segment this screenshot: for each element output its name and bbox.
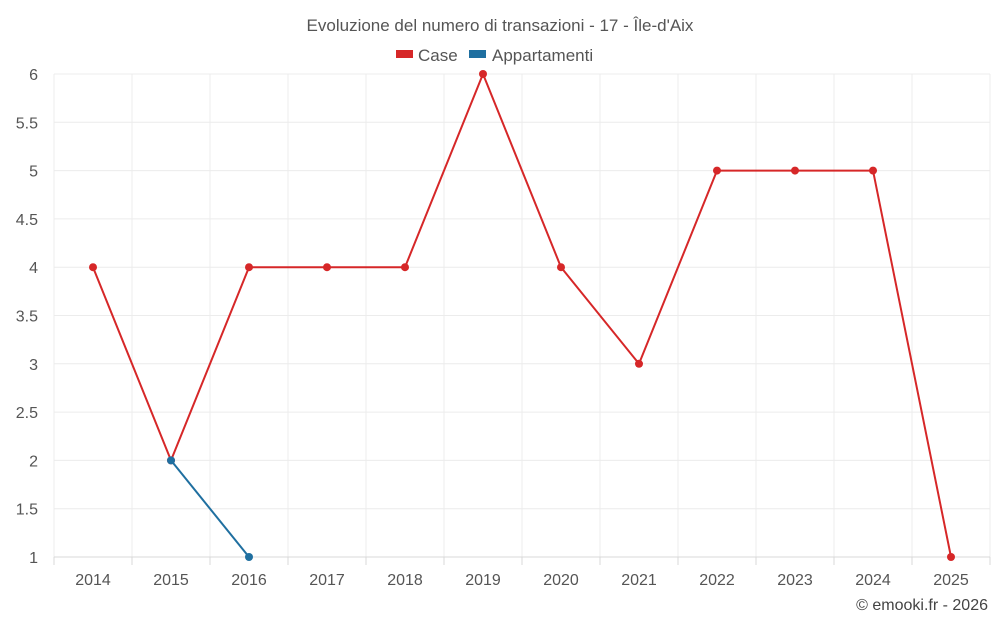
axes: 1 1.5 2 2.5 3 3.5 4 4.5 5 5.5 6 2014 2015 2016 2017 201… <box>16 67 991 589</box>
series-line-case <box>92 73 952 558</box>
gridlines <box>53 73 991 557</box>
data-point-case[interactable] <box>791 166 799 175</box>
series <box>89 70 955 561</box>
legend-label-appartamenti: Appartamenti <box>492 46 593 65</box>
y-tick-label: 3 <box>29 357 38 374</box>
x-tick-label: 2018 <box>387 572 423 589</box>
x-tick-label: 2015 <box>153 572 189 589</box>
x-tick-label: 2025 <box>933 572 969 589</box>
data-point-case[interactable] <box>401 263 409 272</box>
y-tick-label: 4 <box>29 260 38 277</box>
data-point-case[interactable] <box>479 70 487 78</box>
y-tick-label: 3.5 <box>16 309 38 326</box>
chart-title: Evoluzione del numero di transazioni - 1… <box>307 16 694 35</box>
data-point-case[interactable] <box>947 553 955 561</box>
legend-swatch-case <box>396 50 413 58</box>
legend-label-case: Case <box>418 46 458 65</box>
y-tick-label: 2.5 <box>16 405 38 422</box>
y-tick-label: 4.5 <box>16 212 38 229</box>
legend: Case Appartamenti <box>396 46 593 65</box>
x-tick-label: 2024 <box>855 572 891 589</box>
x-tick-label: 2023 <box>777 572 813 589</box>
y-tick-label: 1.5 <box>16 502 38 519</box>
y-tick-label: 5.5 <box>16 115 38 132</box>
y-tick-label: 6 <box>29 67 38 84</box>
data-point-case[interactable] <box>713 166 721 175</box>
x-tick-label: 2019 <box>465 572 501 589</box>
x-tick-label: 2014 <box>75 572 111 589</box>
y-tick-label: 1 <box>29 550 38 567</box>
x-tick-label: 2016 <box>231 572 267 589</box>
data-point-case[interactable] <box>89 263 97 272</box>
data-point-case[interactable] <box>869 166 877 175</box>
series-appartamenti <box>167 456 253 561</box>
x-tick-label: 2021 <box>621 572 657 589</box>
data-point-appartamenti[interactable] <box>245 553 253 561</box>
credit-text: © emooki.fr - 2026 <box>856 597 988 614</box>
y-tick-label: 5 <box>29 164 38 181</box>
legend-item-case[interactable]: Case <box>396 46 458 65</box>
data-point-case[interactable] <box>323 263 331 272</box>
legend-swatch-appartamenti <box>469 50 486 58</box>
data-point-appartamenti[interactable] <box>167 456 175 465</box>
data-point-case[interactable] <box>245 263 253 272</box>
x-tick-label: 2017 <box>309 572 345 589</box>
x-tick-label: 2022 <box>699 572 735 589</box>
y-tick-label: 2 <box>29 453 38 470</box>
data-point-case[interactable] <box>635 359 643 368</box>
series-line-appartamenti <box>170 459 250 558</box>
data-point-case[interactable] <box>557 263 565 272</box>
legend-item-appartamenti[interactable]: Appartamenti <box>469 46 593 65</box>
x-tick-label: 2020 <box>543 572 579 589</box>
